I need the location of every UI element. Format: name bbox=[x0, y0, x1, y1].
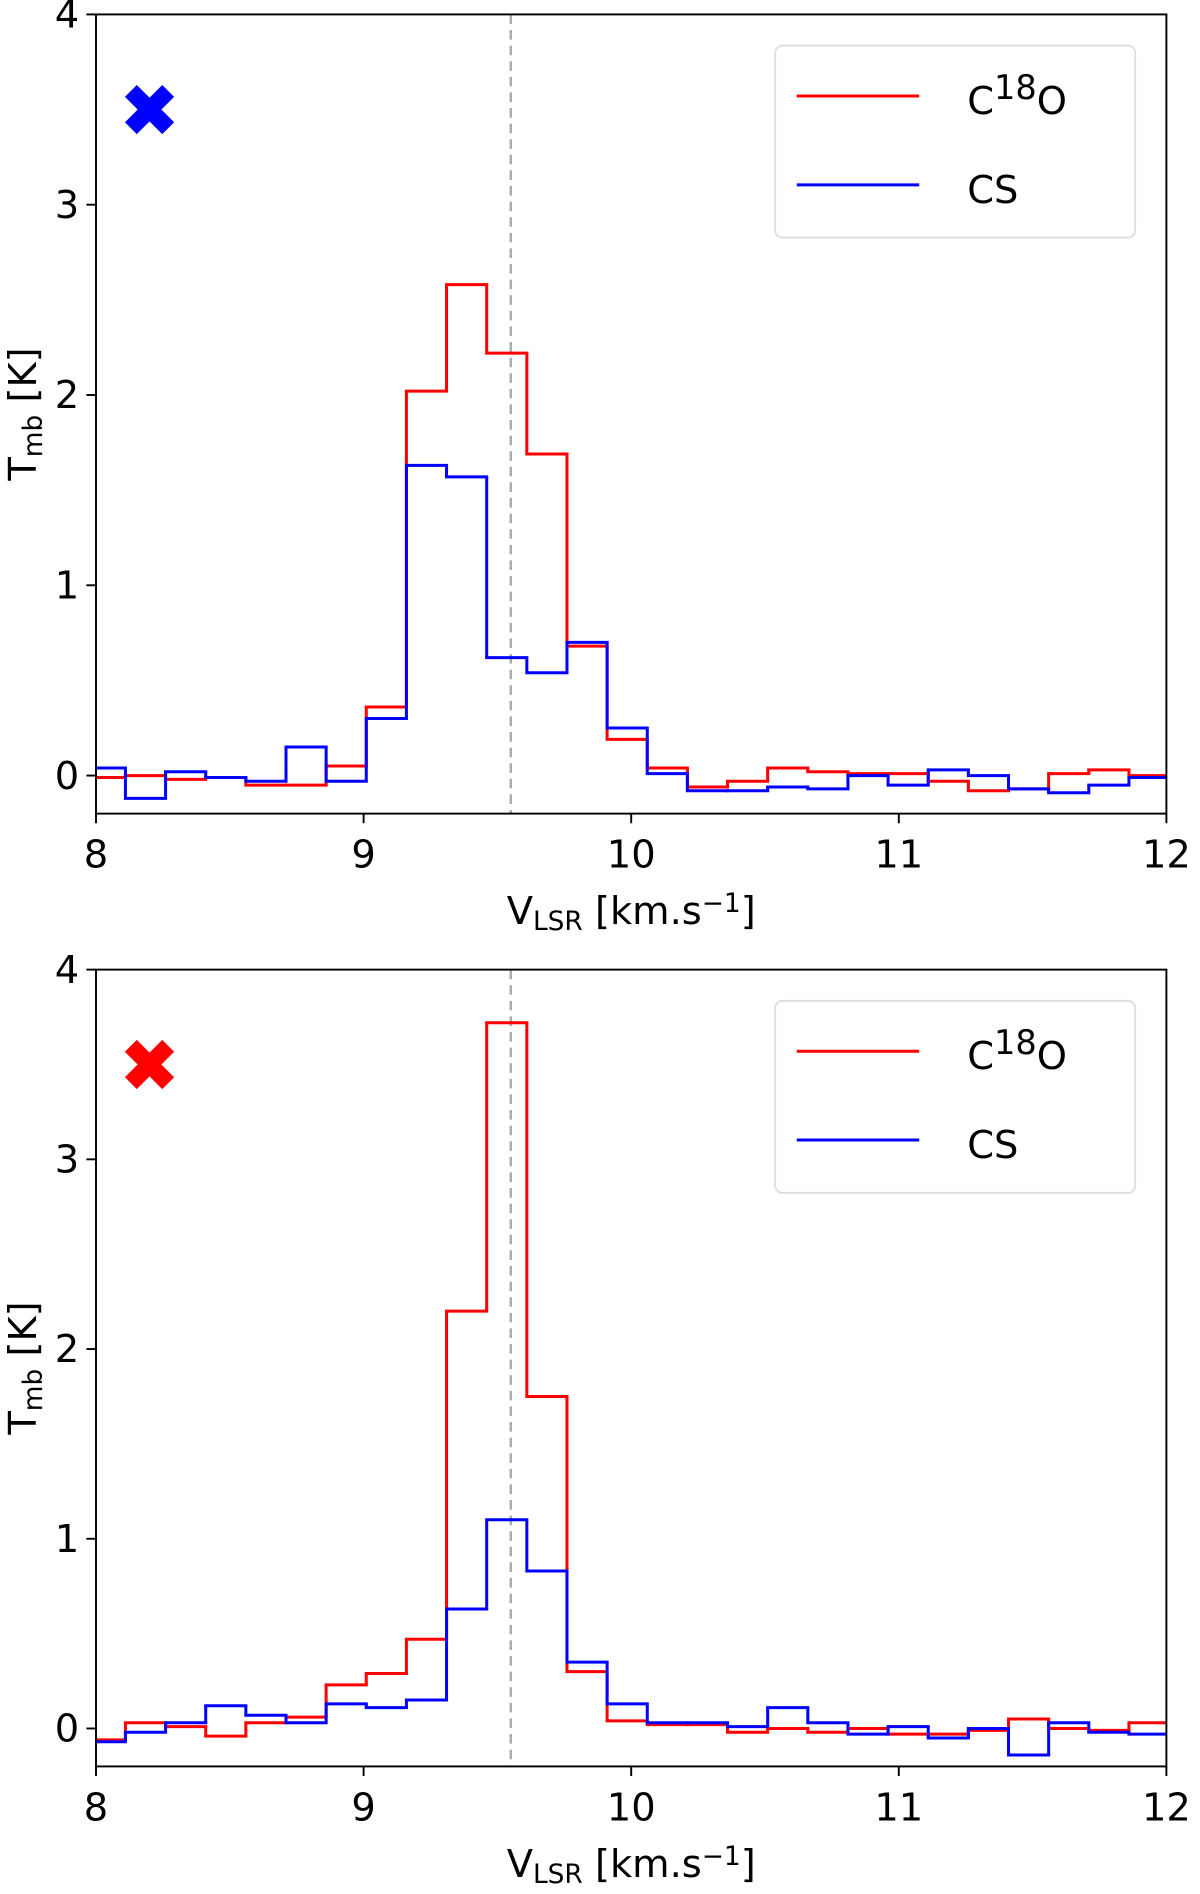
y-tick-label: 2 bbox=[55, 1327, 79, 1372]
y-tick-label: 2 bbox=[55, 373, 79, 418]
legend-box bbox=[774, 999, 1137, 1194]
legend-label: C18O bbox=[967, 68, 1067, 124]
legend-label: CS bbox=[967, 168, 1018, 213]
label-part: T bbox=[1, 1411, 46, 1436]
x-tick-label: 10 bbox=[607, 833, 656, 878]
legend: C18O CS bbox=[774, 999, 1137, 1194]
y-tick-label: 0 bbox=[55, 1707, 79, 1752]
x-tick-label: 8 bbox=[84, 833, 108, 878]
label-part: ] bbox=[741, 889, 756, 934]
legend: C18O CS bbox=[774, 44, 1137, 239]
label-part: [km.s bbox=[583, 889, 702, 934]
label-part: CS bbox=[967, 1123, 1018, 1168]
legend-box bbox=[774, 44, 1137, 239]
legend-label: CS bbox=[967, 1123, 1018, 1168]
label-part: O bbox=[1037, 1034, 1067, 1079]
marker-x bbox=[124, 1039, 175, 1090]
x-axis-label: VLSR [km.s−1] bbox=[507, 888, 756, 937]
y-tick-label: 1 bbox=[55, 1517, 79, 1562]
plot-area bbox=[96, 14, 1167, 814]
label-part: CS bbox=[967, 168, 1018, 213]
x-tick-label: 12 bbox=[1142, 1785, 1191, 1830]
y-tick-label: 3 bbox=[55, 183, 79, 228]
y-tick-label: 0 bbox=[55, 754, 79, 799]
x-tick-label: 11 bbox=[874, 833, 923, 878]
x-tick-label: 12 bbox=[1142, 833, 1191, 878]
label-part: C bbox=[967, 1034, 994, 1079]
label-part: mb bbox=[18, 1369, 49, 1411]
label-part: [K] bbox=[1, 1301, 46, 1368]
label-part: mb bbox=[18, 415, 49, 457]
label-part: LSR bbox=[533, 1859, 583, 1890]
label-part: 18 bbox=[994, 68, 1037, 107]
y-tick-label: 4 bbox=[55, 948, 79, 993]
label-part: −1 bbox=[702, 1841, 741, 1872]
label-part: O bbox=[1037, 79, 1067, 124]
label-part: V bbox=[507, 1842, 533, 1887]
x-tick-label: 8 bbox=[84, 1785, 108, 1830]
x-tick-label: 11 bbox=[874, 1785, 923, 1830]
label-part: ] bbox=[741, 1842, 756, 1887]
label-part: T bbox=[1, 457, 46, 482]
x-tick-label: 10 bbox=[607, 1785, 656, 1830]
label-part: 18 bbox=[994, 1023, 1037, 1062]
label-part: [K] bbox=[1, 347, 46, 414]
y-axis-label: Tmb [K] bbox=[1, 1301, 49, 1435]
y-axis-label: Tmb [K] bbox=[1, 347, 49, 481]
label-part: −1 bbox=[702, 888, 741, 919]
y-tick-label: 1 bbox=[55, 563, 79, 608]
marker-x bbox=[124, 84, 175, 135]
label-part: LSR bbox=[533, 907, 583, 938]
x-tick-label: 9 bbox=[351, 833, 375, 878]
y-tick-label: 4 bbox=[55, 0, 79, 38]
x-tick-label: 9 bbox=[351, 1785, 375, 1830]
y-tick-label: 3 bbox=[55, 1138, 79, 1183]
plot-area bbox=[96, 969, 1167, 1767]
x-axis-label: VLSR [km.s−1] bbox=[507, 1841, 756, 1890]
label-part: [km.s bbox=[583, 1842, 702, 1887]
label-part: C bbox=[967, 79, 994, 124]
legend-label: C18O bbox=[967, 1023, 1067, 1079]
label-part: V bbox=[507, 889, 533, 934]
